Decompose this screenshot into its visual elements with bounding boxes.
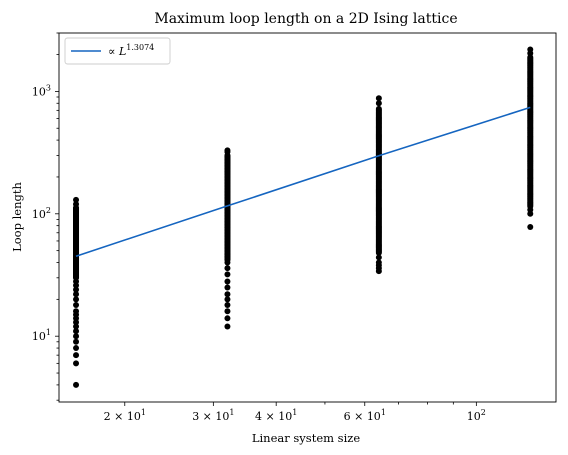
- x-tick-label: 6 × 101: [344, 408, 386, 423]
- fit-line: [75, 106, 531, 258]
- data-point: [73, 301, 80, 308]
- data-point: [224, 315, 231, 322]
- data-point: [375, 105, 382, 112]
- legend-prefix: ∝: [108, 45, 119, 58]
- y-tick-label: 101: [32, 328, 51, 343]
- data-point: [375, 254, 382, 261]
- data-point: [224, 278, 231, 285]
- data-point: [73, 196, 80, 203]
- data-point: [73, 345, 80, 352]
- plot-frame: [58, 32, 557, 403]
- x-tick-label: 3 × 101: [192, 408, 234, 423]
- chart-title: Maximum loop length on a 2D Ising lattic…: [154, 11, 457, 27]
- data-point: [73, 201, 80, 208]
- x-tick-label: 102: [467, 408, 486, 423]
- data-point: [375, 100, 382, 107]
- data-point: [224, 308, 231, 315]
- data-point: [73, 328, 80, 335]
- data-point: [224, 301, 231, 308]
- data-point: [224, 296, 231, 303]
- data-point: [73, 291, 80, 298]
- data-point: [73, 360, 80, 367]
- y-axis-ticks: 101 102 103: [32, 32, 59, 401]
- scatter-points: [73, 46, 534, 388]
- legend-base: L: [118, 45, 126, 58]
- data-point: [224, 147, 231, 154]
- y-tick-label: 102: [32, 206, 51, 221]
- y-tick-label: 103: [32, 83, 51, 98]
- legend-exponent: 1.3074: [126, 43, 154, 52]
- data-point: [527, 46, 534, 53]
- data-point: [375, 259, 382, 266]
- data-point: [73, 381, 80, 388]
- legend-entry-label: ∝ L1.3074: [108, 43, 154, 58]
- legend-box: [64, 37, 171, 65]
- legend: ∝ L1.3074: [64, 37, 171, 65]
- data-point: [527, 224, 534, 231]
- y-axis-label: Loop length: [10, 182, 24, 252]
- data-point: [73, 296, 80, 303]
- data-point: [73, 308, 80, 315]
- data-point: [73, 323, 80, 330]
- data-point: [73, 352, 80, 359]
- data-point: [224, 284, 231, 291]
- x-axis-ticks: 2 × 101 3 × 101 4 × 101 6 × 101 102: [104, 402, 486, 423]
- data-point: [73, 286, 80, 293]
- x-tick-label: 4 × 101: [255, 408, 297, 423]
- fit-line-layer: [75, 106, 531, 258]
- data-point: [375, 95, 382, 102]
- x-axis-label: Linear system size: [252, 431, 360, 445]
- data-point: [224, 323, 231, 330]
- data-point: [224, 271, 231, 278]
- x-tick-label: 2 × 101: [104, 408, 146, 423]
- data-point: [224, 265, 231, 272]
- data-point: [73, 333, 80, 340]
- data-point: [73, 338, 80, 345]
- data-point: [224, 291, 231, 298]
